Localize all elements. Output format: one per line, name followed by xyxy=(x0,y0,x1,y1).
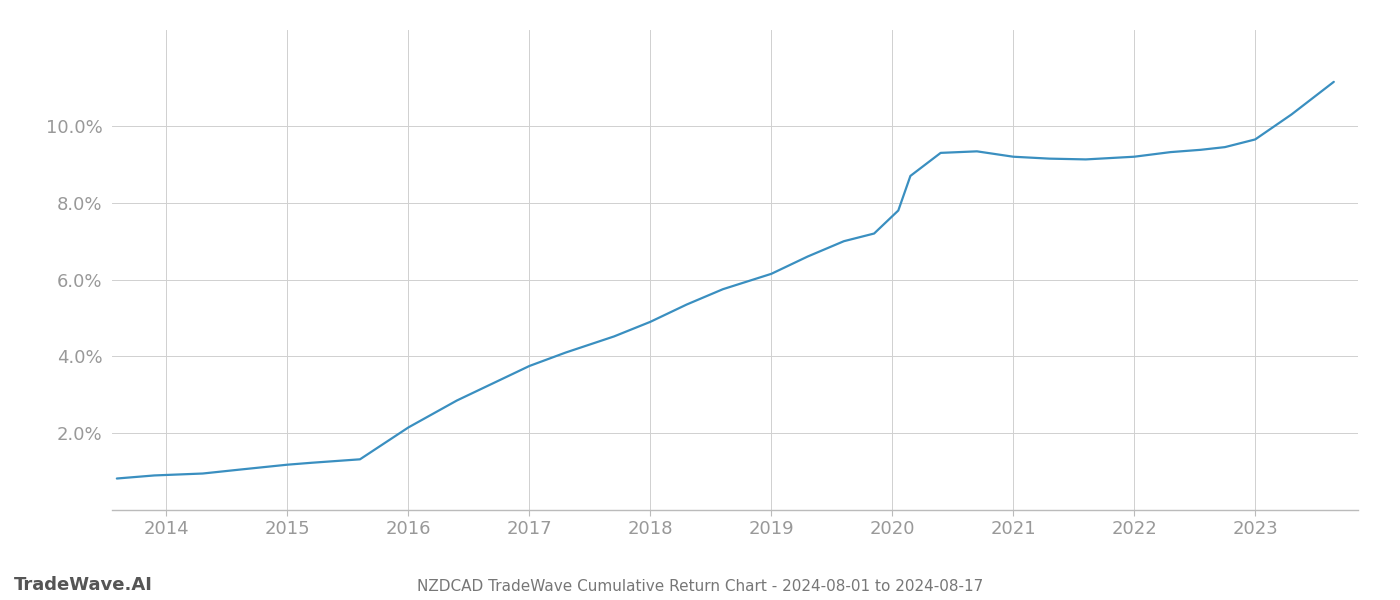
Text: TradeWave.AI: TradeWave.AI xyxy=(14,576,153,594)
Text: NZDCAD TradeWave Cumulative Return Chart - 2024-08-01 to 2024-08-17: NZDCAD TradeWave Cumulative Return Chart… xyxy=(417,579,983,594)
